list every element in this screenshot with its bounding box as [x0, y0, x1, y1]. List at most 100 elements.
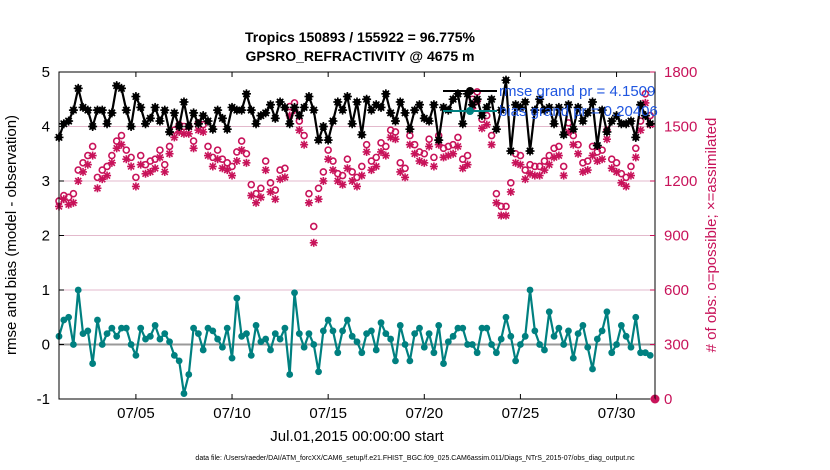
obs-possible-point: [382, 142, 390, 151]
bias-point: [531, 327, 539, 335]
obs-assimilated-point: [319, 177, 328, 185]
bias-point: [348, 332, 356, 340]
rmse-point: [482, 102, 492, 112]
rmse-point: [131, 92, 141, 102]
rmse-point: [429, 100, 439, 110]
obs-possible-point: [281, 164, 289, 173]
y-tick-label: -1: [37, 391, 50, 408]
obs-assimilated-point: [631, 153, 640, 162]
rmse-point: [338, 105, 348, 115]
obs-possible-point: [88, 142, 97, 151]
rmse-point: [424, 116, 434, 126]
bias-point: [555, 324, 563, 332]
obs-assimilated-point: [242, 158, 251, 167]
bias-point: [372, 346, 380, 354]
obs-assimilated-point: [449, 149, 458, 158]
bias-point: [281, 324, 289, 332]
obs-assimilated-point: [112, 144, 121, 153]
obs-assimilated-point: [271, 195, 280, 204]
obs-assimilated-point: [401, 173, 410, 182]
bias-point: [262, 335, 270, 343]
rmse-point: [366, 105, 376, 115]
bias-point: [108, 324, 116, 332]
obs-assimilated-point: [391, 135, 400, 144]
rmse-point: [563, 100, 573, 110]
bias-point: [593, 335, 601, 343]
rmse-line: [57, 79, 652, 153]
rmse-point: [280, 102, 290, 112]
bias-point: [632, 313, 640, 321]
rmse-point: [636, 100, 646, 110]
obs-possible-point: [362, 140, 371, 149]
bias-point: [569, 354, 577, 362]
rmse-point: [141, 119, 151, 129]
obs-assimilated-point: [295, 126, 304, 135]
obs-assimilated-point: [545, 160, 554, 169]
bias-point: [507, 332, 515, 340]
y-tick-label: 0: [42, 337, 50, 354]
bias-point: [497, 335, 505, 343]
obs-assimilated-point: [487, 140, 496, 149]
bias-point: [247, 352, 255, 359]
bias-point: [392, 357, 399, 365]
obs-possible-point: [358, 162, 366, 171]
obs-assimilated-point: [93, 184, 102, 193]
bias-point: [454, 324, 462, 332]
obs-possible-point: [252, 189, 260, 198]
obs-assimilated-point: [617, 178, 626, 187]
obs-possible-point: [607, 155, 616, 163]
bias-point: [209, 327, 217, 335]
x-tick-label: 07/30: [598, 405, 636, 422]
bias-point: [324, 316, 332, 324]
bias-point: [420, 343, 428, 351]
obs-assimilated-point: [463, 160, 472, 169]
rmse-point: [631, 132, 641, 142]
obs-possible-point: [410, 140, 419, 149]
bias-point: [521, 332, 529, 340]
bias-point: [545, 308, 553, 316]
obs-possible-point: [204, 142, 212, 151]
bias-point: [156, 335, 164, 343]
x-tick-label: 07/15: [309, 405, 347, 422]
obs-assimilated-point: [160, 167, 169, 176]
bias-point: [132, 352, 140, 359]
rmse-point: [64, 116, 74, 126]
rmse-point: [107, 108, 117, 118]
obs-possible-point: [218, 155, 227, 163]
obs-assimilated-point: [228, 171, 237, 180]
rmse-point: [525, 146, 535, 156]
obs-possible-point: [141, 160, 150, 169]
rmse-point: [477, 111, 487, 121]
obs-possible-point: [555, 142, 563, 151]
y-tick-label: 2: [42, 228, 50, 245]
obs-possible-point: [420, 149, 429, 158]
obs-possible-point: [583, 157, 592, 165]
rmse-point: [294, 111, 304, 121]
obs-assimilated-point: [117, 140, 126, 149]
y-tick-label: 4: [42, 119, 50, 136]
x-tick-label: 07/20: [406, 405, 444, 422]
y-tick-label: 1: [42, 282, 50, 299]
rmse-point: [184, 122, 194, 131]
rmse-point: [347, 119, 357, 129]
bias-point: [300, 343, 308, 351]
obs-assimilated-point: [502, 211, 510, 220]
rmse-point: [342, 92, 352, 102]
bias-point: [353, 338, 361, 346]
obs-assimilated-point: [304, 198, 313, 207]
obs-assimilated-point: [184, 129, 193, 138]
x-tick-label: 07/05: [117, 405, 155, 422]
rmse-point: [501, 75, 511, 85]
obs-assimilated-point: [477, 124, 486, 133]
obs-assimilated-point: [353, 182, 361, 191]
obs-assimilated-point: [602, 135, 611, 144]
bias-point: [589, 365, 596, 373]
y2-axis-label: # of obs: o=possible; ×=assimilated: [703, 118, 720, 353]
obs-possible-point: [136, 151, 145, 160]
rmse-point: [145, 113, 155, 123]
obs-possible-point: [132, 173, 140, 182]
obs-possible-point: [463, 151, 472, 160]
bias-point: [295, 330, 303, 337]
rmse-point: [371, 100, 381, 110]
